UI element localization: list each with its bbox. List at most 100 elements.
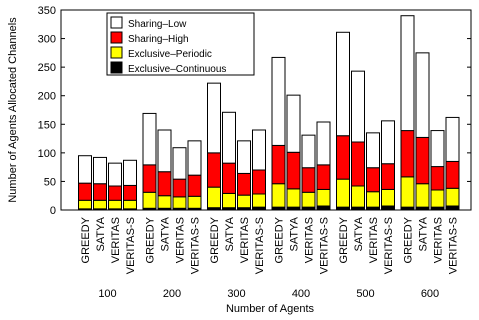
legend-box [106,12,255,76]
group-tick-label: 500 [356,288,374,300]
bar-segment [430,130,445,168]
bar-segment [366,167,380,193]
bar-segment [400,176,415,208]
bar-segment [187,140,202,176]
bar-segment [142,191,157,209]
bar-segment [123,199,137,210]
group-tick-label: 400 [292,288,310,300]
y-tick-label: 200 [38,91,56,103]
bar-segment [123,184,137,201]
bar-segment [237,140,251,174]
algorithm-tick-label: VERITAS [175,217,187,263]
bar-segment [172,178,187,198]
bar-segment [445,160,460,189]
bar-segment [415,183,430,208]
bar-segment [207,82,221,154]
y-tick-label: 50 [44,176,56,188]
bar-segment [301,191,316,208]
bar-segment [142,112,157,166]
bar-segment [415,136,430,185]
bar-segment [430,189,445,208]
bar-segment [415,52,430,138]
y-axis-label: Number of Agents Allocated Channels [7,17,19,203]
legend-label: Sharing–High [128,34,189,45]
bar-segment [78,182,92,201]
bar-segment [157,171,172,197]
algorithm-tick-label: GREEDY [338,216,350,263]
algorithm-tick-label: GREEDY [274,216,286,263]
bar-segment [187,174,202,197]
legend-swatch [110,61,123,74]
algorithm-tick-label: SATYA [289,216,301,251]
algorithm-tick-label: SATYA [160,216,172,251]
bar-segment [430,166,445,191]
bar-segment [351,70,365,143]
bar-segment [157,195,172,209]
group-tick-label: 600 [421,288,439,300]
algorithm-tick-label: SATYA [95,216,107,251]
bar-segment [286,151,301,190]
y-axis: 0 50 100 150 200 250 300 350 [38,5,471,217]
bar-segment [366,132,380,169]
y-tick-label: 150 [38,119,56,131]
group-tick-label: 300 [227,288,245,300]
bar-segment [301,134,316,169]
bar-segment [157,129,172,173]
y-tick-label: 250 [38,62,56,74]
y-tick-label: 0 [50,205,56,217]
bar-segment [366,191,380,208]
algorithm-tick-label: GREEDY [403,216,415,263]
bar-segment [336,178,350,208]
algorithm-tick-label: GREEDY [80,216,92,263]
bar-segment [78,155,92,184]
bar-segment [222,111,236,164]
algorithm-tick-label: SATYA [418,216,430,251]
bar-segment [108,199,122,210]
algorithm-tick-label: VERITAS-S [448,217,460,274]
algorithm-tick-label: GREEDY [209,216,221,263]
bar-segment [93,183,107,201]
bar-segment [301,167,316,193]
bar-segment [237,194,251,209]
bar-segment [351,141,365,187]
algorithm-tick-label: VERITAS-S [383,217,395,274]
bar-segment [400,15,415,132]
bar-segment [222,192,236,209]
bar-segment [123,159,137,186]
legend-label: Exclusive–Continuous [128,64,226,75]
bar-segment [142,164,157,193]
bar-segment [400,130,415,178]
algorithm-tick-label: VERITAS-S [125,217,137,274]
bar-segment [445,187,460,207]
bar-segment [172,196,187,209]
bar-segment [316,188,331,207]
bar-segment [207,152,221,188]
bar-segment [252,169,266,195]
bar-segment [108,185,122,201]
bar-segment [316,205,331,211]
bar-segment [286,188,301,208]
legend-label: Sharing–Low [128,19,187,30]
legend-swatch [110,46,123,59]
bar-segment [271,56,286,146]
group-tick-label: 200 [163,288,181,300]
bar-segment [207,186,221,209]
legend-label: Exclusive–Periodic [128,49,212,60]
bar-segment [187,195,202,209]
legend-swatch [110,16,123,29]
bar-segment [93,199,107,210]
bar-segment [351,185,365,208]
bar-segment [252,193,266,208]
group-tick-label: 100 [98,288,116,300]
bar-segment [381,120,395,165]
algorithm-tick-label: VERITAS-S [254,217,266,274]
bar-segment [222,162,236,194]
algorithm-tick-label: VERITAS [239,217,251,263]
bar-segment [336,31,350,137]
bar-segment [271,144,286,185]
bar-segment [445,205,460,211]
bar-segment [381,188,395,207]
algorithm-tick-label: VERITAS [368,217,380,263]
